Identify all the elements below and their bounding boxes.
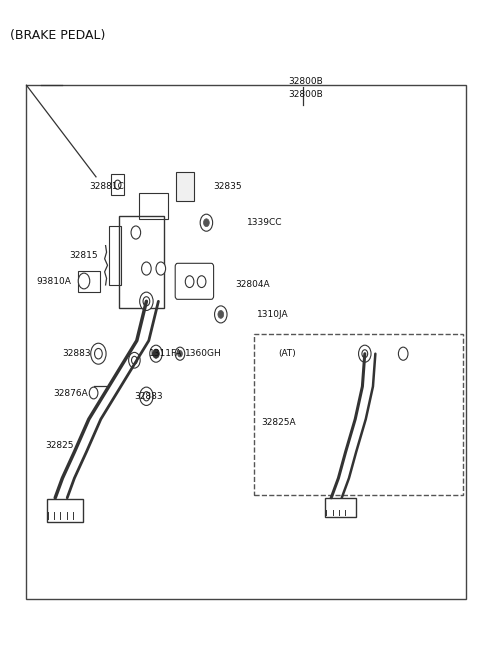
Circle shape — [215, 306, 227, 323]
Bar — [176, 172, 194, 202]
Circle shape — [359, 345, 371, 362]
Bar — [111, 174, 124, 195]
Text: 32825: 32825 — [46, 441, 74, 450]
Text: 93810A: 93810A — [36, 277, 71, 286]
Circle shape — [91, 343, 106, 364]
Circle shape — [140, 292, 153, 310]
Bar — [139, 193, 168, 219]
Bar — [325, 498, 356, 517]
Circle shape — [78, 273, 90, 289]
Text: 32800B: 32800B — [288, 77, 323, 86]
Text: 32883: 32883 — [62, 349, 91, 358]
Bar — [47, 499, 83, 523]
Circle shape — [131, 226, 141, 239]
Circle shape — [398, 347, 408, 360]
Text: 32815: 32815 — [70, 251, 98, 260]
Circle shape — [129, 352, 140, 368]
Bar — [109, 226, 121, 285]
Circle shape — [153, 349, 159, 358]
Circle shape — [140, 387, 153, 405]
Circle shape — [132, 356, 137, 364]
Circle shape — [150, 345, 162, 362]
Circle shape — [362, 350, 368, 358]
Circle shape — [204, 219, 209, 227]
Text: 1311FA: 1311FA — [149, 349, 182, 358]
Circle shape — [143, 392, 150, 401]
Circle shape — [114, 180, 121, 189]
Circle shape — [197, 276, 206, 288]
Bar — [26, 85, 466, 599]
Circle shape — [178, 350, 182, 357]
Circle shape — [142, 262, 151, 275]
Circle shape — [143, 297, 150, 306]
Circle shape — [218, 310, 224, 318]
Text: 32881C: 32881C — [89, 182, 124, 191]
Text: (AT): (AT) — [278, 349, 296, 358]
Text: (BRAKE PEDAL): (BRAKE PEDAL) — [10, 29, 105, 43]
Text: 32876A: 32876A — [53, 388, 87, 398]
Text: 1310JA: 1310JA — [257, 310, 288, 319]
Text: 1360GH: 1360GH — [185, 349, 222, 358]
Text: 32800B: 32800B — [288, 90, 323, 100]
Text: 32804A: 32804A — [235, 280, 270, 290]
Text: 32835: 32835 — [214, 182, 242, 191]
Circle shape — [89, 387, 98, 399]
Circle shape — [200, 214, 213, 231]
Bar — [119, 216, 164, 308]
Text: 32825A: 32825A — [262, 418, 296, 427]
Circle shape — [156, 262, 166, 275]
Text: 32883: 32883 — [134, 392, 163, 401]
Bar — [254, 334, 463, 495]
Circle shape — [95, 348, 102, 359]
Circle shape — [185, 276, 194, 288]
Text: 1339CC: 1339CC — [247, 218, 283, 227]
Bar — [78, 271, 100, 292]
Circle shape — [175, 347, 185, 360]
